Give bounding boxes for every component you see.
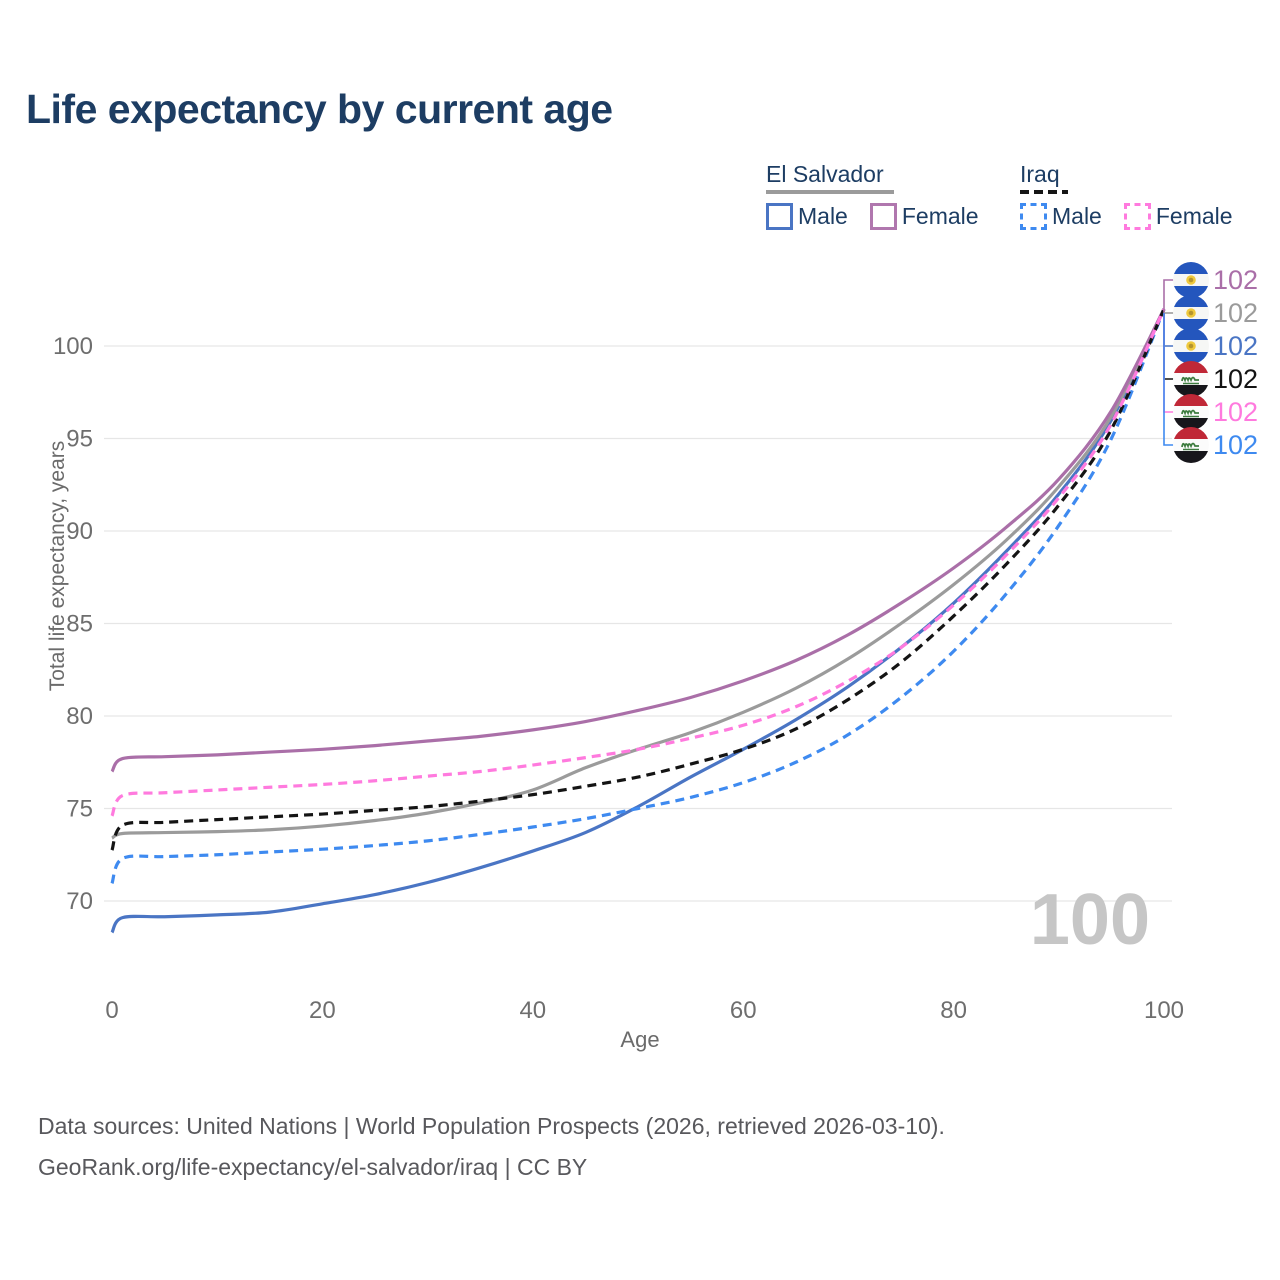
end-value-label: 102	[1213, 265, 1258, 295]
el-salvador-female-swatch-icon	[869, 203, 897, 230]
x-tick-label: 100	[1144, 997, 1184, 1024]
legend-item-label: Male	[1052, 203, 1102, 229]
legend-group-title-el-salvador: El Salvador	[766, 161, 884, 187]
flag-icon-iraq	[1173, 394, 1209, 430]
legend-item-label: Female	[1155, 203, 1233, 229]
flag-icon-el-salvador	[1173, 262, 1209, 298]
y-axis-title: Total life expectancy, years	[46, 441, 69, 692]
end-value-label: 102	[1213, 430, 1258, 460]
flag-icon-iraq	[1173, 361, 1209, 397]
legend-item-iraq-male[interactable]: Male	[1020, 203, 1102, 230]
x-tick-label: 40	[519, 997, 546, 1024]
iraq-male-swatch-icon	[1020, 203, 1047, 230]
series-line-iraq-male	[110, 308, 1166, 885]
leader-line	[1163, 313, 1174, 446]
legend-item-el-salvador-female[interactable]: Female	[869, 203, 979, 230]
chart-watermark: 100	[1030, 880, 1150, 960]
flag-icon-iraq	[1173, 427, 1209, 463]
legend-item-el-salvador-male[interactable]: Male	[766, 203, 848, 230]
y-tick-label: 80	[66, 703, 93, 730]
x-tick-label: 60	[730, 997, 757, 1024]
footer: Data sources: United Nations | World Pop…	[38, 1106, 945, 1188]
y-tick-label: 70	[66, 888, 93, 915]
iraq-linestyle-swatch	[1020, 190, 1068, 194]
flag-icon-el-salvador	[1173, 295, 1209, 331]
footer-attribution: GeoRank.org/life-expectancy/el-salvador/…	[38, 1154, 588, 1180]
series-line-el-salvador-male	[110, 308, 1166, 934]
x-tick-label: 20	[309, 997, 336, 1024]
end-value-label: 102	[1213, 331, 1258, 361]
leader-line	[1163, 313, 1174, 413]
end-value-label: 102	[1213, 298, 1258, 328]
y-tick-label: 85	[66, 611, 93, 638]
footer-data-sources: Data sources: United Nations | World Pop…	[38, 1113, 945, 1139]
end-value-label: 102	[1213, 397, 1258, 427]
legend-item-label: Female	[901, 203, 979, 229]
end-value-label: 102	[1213, 364, 1258, 394]
legend-item-iraq-female[interactable]: Female	[1123, 203, 1233, 230]
x-axis-title: Age	[620, 1027, 659, 1052]
series-line-el-salvador-female	[110, 308, 1166, 773]
iraq-female-swatch-icon	[1123, 203, 1151, 230]
y-tick-label: 100	[53, 333, 93, 360]
legend-item-label: Male	[798, 203, 848, 229]
x-tick-label: 0	[105, 997, 118, 1024]
series-line-iraq-female	[110, 308, 1166, 817]
leader-line	[1163, 279, 1174, 313]
series-line-iraq-both-sexes	[110, 308, 1166, 851]
leader-line	[1163, 313, 1174, 347]
y-tick-label: 90	[66, 518, 93, 545]
x-tick-label: 80	[940, 997, 967, 1024]
y-tick-label: 75	[66, 796, 93, 823]
legend-group-title-iraq: Iraq	[1020, 161, 1060, 187]
legend-group-iraq: Iraq Male Female	[1020, 160, 1255, 230]
flag-icon-el-salvador	[1173, 328, 1209, 364]
y-tick-label: 95	[66, 426, 93, 453]
page-title: Life expectancy by current age	[26, 86, 613, 132]
el-salvador-male-swatch-icon	[766, 203, 793, 230]
series-line-el-salvador-both-sexes	[111, 308, 1166, 840]
legend-group-el-salvador: El Salvador Male Female	[766, 160, 1001, 230]
el-salvador-linestyle-swatch	[766, 190, 894, 194]
